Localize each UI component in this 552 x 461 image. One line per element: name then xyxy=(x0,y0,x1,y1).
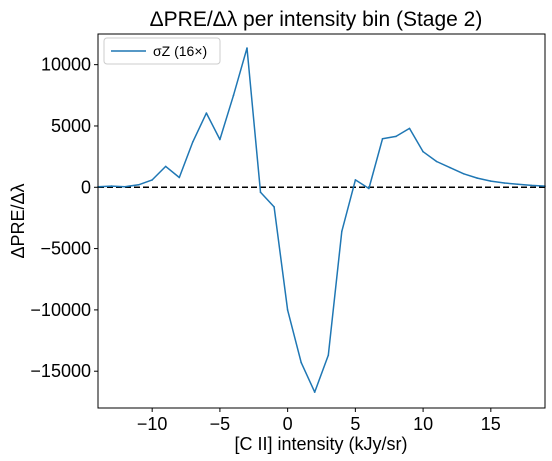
plot-frame xyxy=(97,33,546,409)
data-point xyxy=(313,391,316,393)
data-point xyxy=(137,184,140,186)
data-point xyxy=(449,166,452,169)
data-point xyxy=(462,173,465,175)
x-tick-label: −5 xyxy=(210,414,231,434)
data-point xyxy=(178,176,181,179)
data-point xyxy=(530,184,533,187)
data-point xyxy=(490,180,492,182)
data-point xyxy=(124,185,126,188)
data-point xyxy=(341,230,343,233)
data-point xyxy=(110,185,113,187)
data-point xyxy=(368,187,370,190)
data-point xyxy=(517,183,519,185)
legend-label: σZ (16×) xyxy=(153,43,207,59)
data-point xyxy=(219,138,221,141)
y-tick-label: −15000 xyxy=(30,361,91,381)
data-point xyxy=(435,160,438,163)
data-point xyxy=(232,94,235,97)
data-point xyxy=(192,141,194,143)
x-axis-label: [C II] intensity (kJy/sr) xyxy=(234,434,407,454)
y-tick-label: 10000 xyxy=(41,55,91,75)
data-point xyxy=(205,112,208,114)
x-tick-label: 10 xyxy=(413,414,433,434)
series-line-0 xyxy=(97,47,546,393)
data-point xyxy=(286,309,289,311)
data-point xyxy=(422,150,424,153)
data-point xyxy=(354,179,357,181)
y-tick-label: 5000 xyxy=(51,116,91,136)
y-axis-label: ΔPRE/Δλ xyxy=(8,183,28,258)
data-point xyxy=(381,138,384,140)
data-point xyxy=(259,191,262,193)
x-tick-label: 5 xyxy=(350,414,360,434)
legend-box xyxy=(103,37,221,65)
data-point xyxy=(151,179,153,181)
legend: σZ (16×) xyxy=(103,37,221,65)
data-point xyxy=(408,127,411,130)
data-point xyxy=(164,165,167,168)
x-tick-label: 15 xyxy=(481,414,501,434)
data-point xyxy=(300,361,303,364)
data-point xyxy=(273,206,275,208)
data-point xyxy=(395,135,397,138)
data-point xyxy=(476,177,479,179)
y-tick-label: −5000 xyxy=(40,239,91,259)
data-point xyxy=(246,47,248,49)
x-tick-label: 0 xyxy=(283,414,293,434)
x-axis-ticks: −10 −5 0 5 10 15 xyxy=(137,408,501,434)
y-tick-label: −10000 xyxy=(30,300,91,320)
chart-title: ΔPRE/Δλ per intensity bin (Stage 2) xyxy=(150,8,483,31)
y-tick-label: 0 xyxy=(81,177,91,197)
y-axis-ticks: −15000 −10000 −5000 0 5000 10000 xyxy=(30,55,98,381)
data-point xyxy=(503,182,506,184)
x-tick-label: −10 xyxy=(137,414,168,434)
plot-area xyxy=(97,33,546,409)
data-point xyxy=(327,354,330,357)
